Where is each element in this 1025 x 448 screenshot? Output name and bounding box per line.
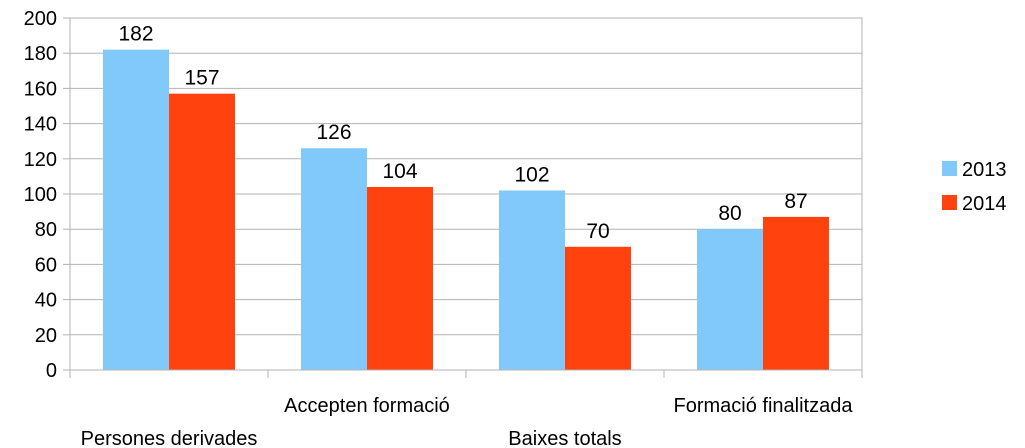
bar-2014-0 [169, 93, 235, 371]
y-tick-label: 200 [24, 8, 57, 30]
axes [63, 17, 863, 378]
data-label: 80 [718, 202, 741, 225]
y-tick-label: 180 [24, 43, 57, 65]
bar-2013-0 [103, 49, 169, 371]
bar-2014-1 [367, 186, 433, 370]
x-category-label: Baixes totals [508, 428, 621, 448]
legend-swatch [942, 195, 957, 210]
bar-2013-3 [697, 229, 763, 370]
legend-label: 2014 [962, 193, 1007, 215]
data-label: 126 [316, 121, 351, 144]
legend-label: 2013 [962, 159, 1007, 181]
legend: 2013 2014 [942, 159, 1007, 215]
bar-2014-3 [763, 216, 829, 370]
y-tick-label: 60 [35, 254, 57, 276]
y-tick-label: 80 [35, 219, 57, 241]
data-label: 182 [118, 23, 153, 46]
y-tick-label: 100 [24, 184, 57, 206]
data-label: 104 [382, 160, 417, 183]
data-label: 157 [184, 67, 219, 90]
bar-2013-2 [499, 190, 565, 370]
data-label: 70 [586, 220, 609, 243]
y-tick-label: 0 [46, 360, 57, 382]
data-label: 102 [514, 163, 549, 186]
bars [103, 49, 829, 371]
y-tick-label: 20 [35, 325, 57, 347]
y-tick-label: 160 [24, 78, 57, 100]
data-label: 87 [784, 190, 807, 213]
y-tick-label: 40 [35, 290, 57, 312]
x-category-label: Accepten formació [284, 395, 450, 417]
bar-2014-2 [565, 246, 631, 370]
legend-swatch [942, 161, 957, 176]
x-category-label: Formació finalitzada [674, 395, 854, 417]
labels: 0 20 40 60 80 100 120 140 160 180 200 182 157 Persone… [24, 8, 854, 448]
x-category-label: Persones derivades [81, 428, 258, 448]
y-tick-label: 140 [24, 114, 57, 136]
bar-2013-1 [301, 148, 367, 370]
y-tick-label: 120 [24, 149, 57, 171]
